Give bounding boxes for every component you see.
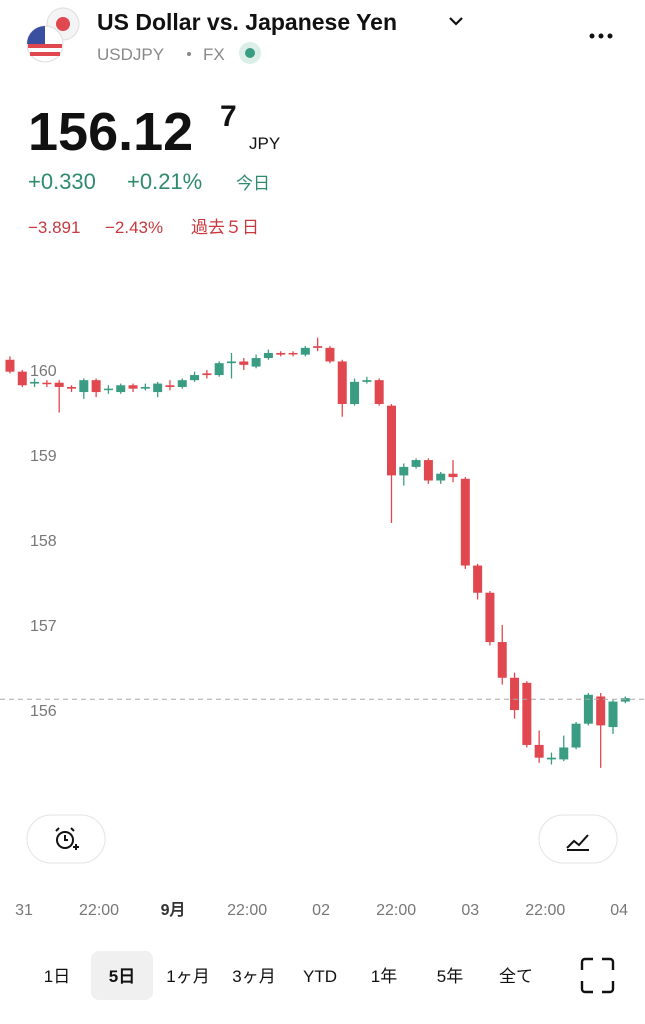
candle-body <box>251 358 261 367</box>
candle-body <box>79 380 89 393</box>
candle-body <box>374 380 384 404</box>
candle-body <box>546 757 556 760</box>
candle-body <box>460 478 470 566</box>
y-tick-label: 156 <box>30 703 57 720</box>
candle-body <box>436 473 446 481</box>
x-tick-label: 02 <box>312 902 330 919</box>
candle-body <box>214 363 224 376</box>
candle-body <box>313 346 323 348</box>
fullscreen-button[interactable] <box>580 957 615 994</box>
x-tick-label: 31 <box>15 902 33 919</box>
x-tick-label: 22:00 <box>227 902 267 919</box>
range-tabs: 1日 5日 1ヶ月 3ヶ月 YTD 1年 5年 全て <box>44 951 533 1000</box>
candle-body <box>17 371 27 386</box>
candle-body <box>583 694 593 724</box>
flag-icon <box>26 7 80 63</box>
x-tick-label: 22:00 <box>79 902 119 919</box>
candle-body <box>239 361 249 365</box>
indicator-button[interactable] <box>538 814 618 864</box>
candle-body <box>448 473 458 478</box>
range-tab[interactable]: 3ヶ月 <box>232 967 275 986</box>
range-tab[interactable]: 1日 <box>44 967 70 986</box>
today-label: 今日 <box>236 174 270 193</box>
candle-body <box>473 565 483 593</box>
range-tab[interactable]: 全て <box>499 967 533 986</box>
candle-body <box>386 405 396 476</box>
candle-body <box>165 385 175 387</box>
candle-body <box>362 380 372 382</box>
y-tick-label: 159 <box>30 448 57 465</box>
candle-body <box>30 381 40 384</box>
title: US Dollar vs. Japanese Yen <box>97 9 397 35</box>
candle-body <box>276 352 286 355</box>
candle-body <box>510 677 520 711</box>
candle-body <box>103 388 113 391</box>
x-tick-label: 04 <box>610 902 628 919</box>
dropdown-chevron[interactable] <box>449 17 463 26</box>
candle-body <box>300 347 310 355</box>
candle-body <box>350 381 360 404</box>
candle-body <box>140 386 150 389</box>
candle-body <box>497 642 507 678</box>
plot: 156 157 158 159 160 31 22:00 9月 22:00 02 22:00 03 22… <box>0 337 645 919</box>
market-status <box>245 48 255 58</box>
candle-body <box>325 347 335 362</box>
x-tick-label: 22:00 <box>525 902 565 919</box>
candle-body <box>485 592 495 643</box>
alert-icon <box>55 827 79 850</box>
range-tab[interactable]: 1年 <box>371 967 397 986</box>
range-tab[interactable]: 5日 <box>109 967 135 986</box>
candle-body <box>399 466 409 476</box>
price: 156.12 <box>28 102 193 162</box>
candle-body <box>153 383 163 393</box>
y-tick-label: 157 <box>30 618 57 635</box>
y-tick-label: 160 <box>30 363 57 380</box>
candle-body <box>571 723 581 748</box>
candle-body <box>91 380 101 393</box>
candle-body <box>608 701 618 728</box>
x-tick-label: 9月 <box>161 901 186 919</box>
x-tick-label: 03 <box>461 902 479 919</box>
candle-body <box>54 382 64 387</box>
candle-body <box>337 361 347 404</box>
candle-body <box>116 385 126 393</box>
candle-body <box>559 747 569 760</box>
more-button[interactable] <box>589 33 613 39</box>
candle-body <box>226 361 236 364</box>
candle-body <box>190 375 200 381</box>
range-tab[interactable]: 5年 <box>437 967 463 986</box>
candle-body <box>42 382 52 385</box>
change-today: +0.330 <box>28 169 96 194</box>
period-label: 過去５日 <box>191 218 259 237</box>
candle-body <box>5 359 15 372</box>
indicator-icon <box>566 834 589 851</box>
market: FX <box>203 45 225 64</box>
x-tick-label: 22:00 <box>376 902 416 919</box>
y-tick-label: 158 <box>30 533 57 550</box>
candle-body <box>522 682 532 745</box>
candle-body <box>534 744 544 758</box>
separator-dot <box>187 52 191 56</box>
change-period-pct: −2.43% <box>105 218 163 237</box>
candle-body <box>596 696 606 726</box>
range-tab[interactable]: YTD <box>303 967 337 986</box>
candle-body <box>202 373 212 376</box>
candle-body <box>411 460 421 467</box>
candle-body <box>128 385 138 389</box>
candle-body <box>423 460 433 481</box>
candle-body <box>620 698 630 702</box>
range-tab-selected <box>91 951 153 1000</box>
candle-body <box>263 352 273 359</box>
symbol: USDJPY <box>97 45 164 64</box>
currency: JPY <box>249 134 280 153</box>
change-period: −3.891 <box>28 218 80 237</box>
range-tab[interactable]: 1ヶ月 <box>166 967 209 986</box>
change-today-pct: +0.21% <box>127 169 202 194</box>
candle-body <box>177 380 187 387</box>
candle-body <box>67 386 77 389</box>
price-last-digit: 7 <box>220 100 237 133</box>
candle-body <box>288 352 298 355</box>
